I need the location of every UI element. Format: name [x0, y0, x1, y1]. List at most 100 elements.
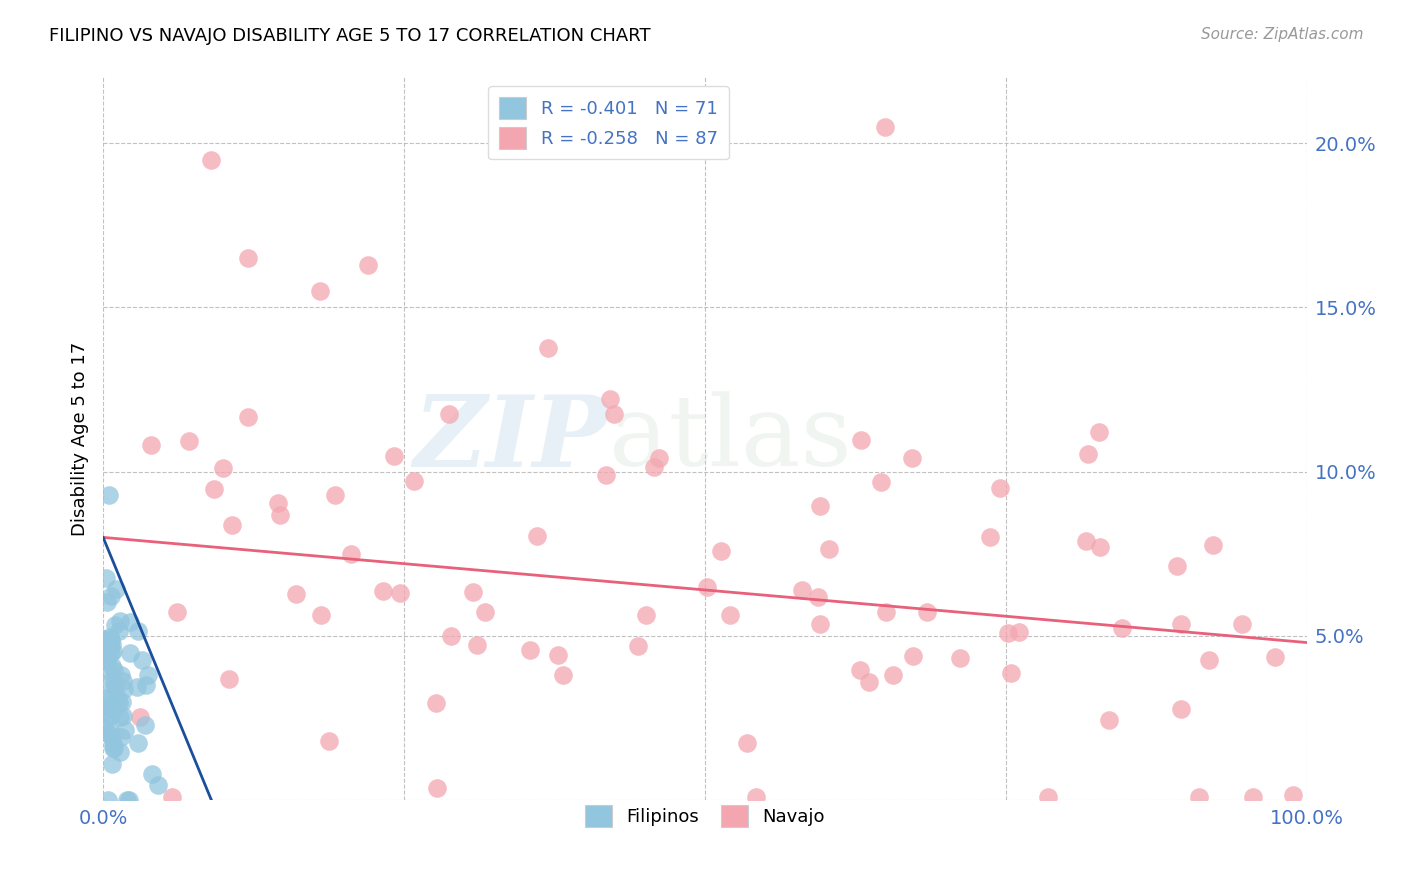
Point: [101, 740, 124, 755]
Point: [98, 636, 121, 650]
Point: [308, 284, 330, 298]
Point: [603, 408, 626, 422]
Point: [790, 583, 813, 598]
Point: [108, 710, 131, 724]
Point: [112, 681, 135, 696]
Point: [1202, 538, 1225, 552]
Point: [97, 793, 120, 807]
Point: [115, 793, 138, 807]
Point: [425, 696, 447, 710]
Point: [465, 638, 488, 652]
Point: [111, 695, 134, 709]
Point: [311, 607, 333, 622]
Point: [101, 697, 124, 711]
Point: [718, 607, 741, 622]
Point: [97, 709, 120, 723]
Point: [148, 778, 170, 792]
Point: [547, 648, 569, 662]
Point: [108, 624, 131, 639]
Point: [166, 605, 188, 619]
Point: [101, 737, 124, 751]
Point: [100, 632, 122, 647]
Point: [384, 449, 406, 463]
Point: [218, 673, 240, 687]
Point: [110, 730, 132, 744]
Point: [111, 708, 134, 723]
Point: [439, 407, 461, 421]
Point: [1264, 650, 1286, 665]
Point: [118, 793, 141, 807]
Point: [901, 648, 924, 663]
Point: [221, 518, 243, 533]
Point: [100, 589, 122, 603]
Point: [101, 658, 124, 673]
Point: [875, 605, 897, 619]
Point: [103, 663, 125, 677]
Point: [882, 668, 904, 682]
Point: [1188, 789, 1211, 804]
Point: [238, 409, 260, 424]
Point: [202, 483, 225, 497]
Point: [1170, 702, 1192, 716]
Point: [97, 676, 120, 690]
Point: [599, 392, 621, 406]
Point: [284, 587, 307, 601]
Point: [100, 697, 122, 711]
Point: [94, 641, 117, 656]
Point: [97, 648, 120, 663]
Point: [1282, 789, 1305, 803]
Text: Source: ZipAtlas.com: Source: ZipAtlas.com: [1201, 27, 1364, 42]
Point: [96, 648, 118, 662]
Point: [849, 663, 872, 677]
Point: [120, 646, 142, 660]
Point: [105, 695, 128, 709]
Point: [91, 638, 114, 652]
Point: [98, 488, 121, 502]
Point: [648, 450, 671, 465]
Point: [98, 630, 121, 644]
Point: [98, 723, 121, 738]
Point: [200, 153, 222, 167]
Point: [110, 614, 132, 628]
Point: [634, 607, 657, 622]
Point: [949, 651, 972, 665]
Point: [997, 626, 1019, 640]
Point: [93, 632, 115, 646]
Point: [1000, 665, 1022, 680]
Point: [139, 438, 162, 452]
Point: [404, 474, 426, 488]
Point: [269, 508, 291, 523]
Point: [988, 481, 1011, 495]
Point: [96, 595, 118, 609]
Point: [1038, 789, 1060, 804]
Point: [211, 461, 233, 475]
Point: [101, 757, 124, 772]
Text: atlas: atlas: [609, 391, 852, 487]
Point: [100, 647, 122, 661]
Y-axis label: Disability Age 5 to 17: Disability Age 5 to 17: [72, 342, 89, 536]
Point: [103, 740, 125, 755]
Point: [93, 632, 115, 647]
Point: [96, 571, 118, 585]
Point: [901, 450, 924, 465]
Point: [1166, 558, 1188, 573]
Point: [93, 640, 115, 654]
Point: [1097, 714, 1119, 728]
Point: [236, 251, 259, 265]
Point: [93, 690, 115, 705]
Point: [627, 639, 650, 653]
Point: [127, 624, 149, 639]
Point: [808, 499, 831, 513]
Point: [160, 789, 183, 804]
Point: [118, 615, 141, 630]
Point: [806, 591, 828, 605]
Point: [526, 529, 548, 543]
Point: [553, 668, 575, 682]
Point: [135, 678, 157, 692]
Point: [100, 708, 122, 723]
Point: [104, 618, 127, 632]
Point: [735, 736, 758, 750]
Point: [1241, 789, 1264, 804]
Point: [98, 727, 121, 741]
Point: [93, 720, 115, 734]
